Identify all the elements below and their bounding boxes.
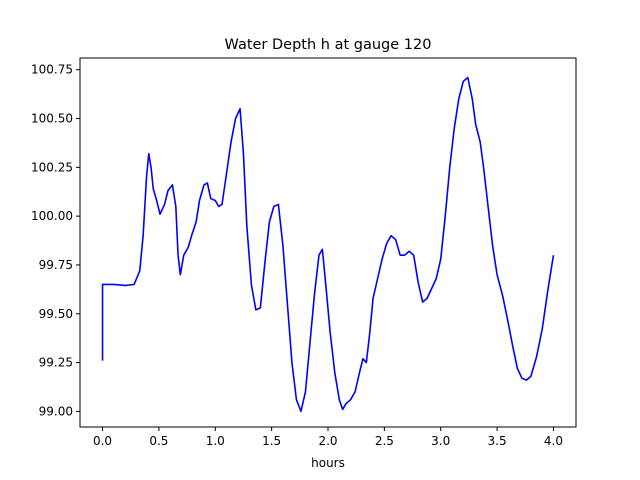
x-tick-label: 1.5 (262, 434, 281, 448)
y-tick-label: 100.25 (31, 160, 73, 174)
x-tick-label: 3.5 (488, 434, 507, 448)
chart-title: Water Depth h at gauge 120 (225, 37, 432, 53)
x-tick-label: 1.0 (206, 434, 225, 448)
y-tick-label: 99.50 (39, 307, 73, 321)
x-tick-label: 4.0 (544, 434, 563, 448)
x-tick-label: 0.0 (93, 434, 112, 448)
y-tick-label: 99.25 (39, 356, 73, 370)
x-tick-label: 2.5 (375, 434, 394, 448)
x-tick-label: 3.0 (431, 434, 450, 448)
y-tick-label: 100.75 (31, 63, 73, 77)
y-tick-label: 100.50 (31, 112, 73, 126)
x-axis-label: hours (311, 456, 345, 470)
y-tick-label: 100.00 (31, 209, 73, 223)
y-tick-label: 99.00 (39, 404, 73, 418)
series-line-0 (101, 76, 555, 413)
y-tick-label: 99.75 (39, 258, 73, 272)
axes: 0.0 0.5 1.0 1.5 2.0 2.5 3.0 3.5 4.0 99.00 99.25 99.… (31, 57, 577, 448)
x-tick-label: 0.5 (149, 434, 168, 448)
x-tick-label: 2.0 (318, 434, 337, 448)
plot-area (101, 76, 555, 413)
